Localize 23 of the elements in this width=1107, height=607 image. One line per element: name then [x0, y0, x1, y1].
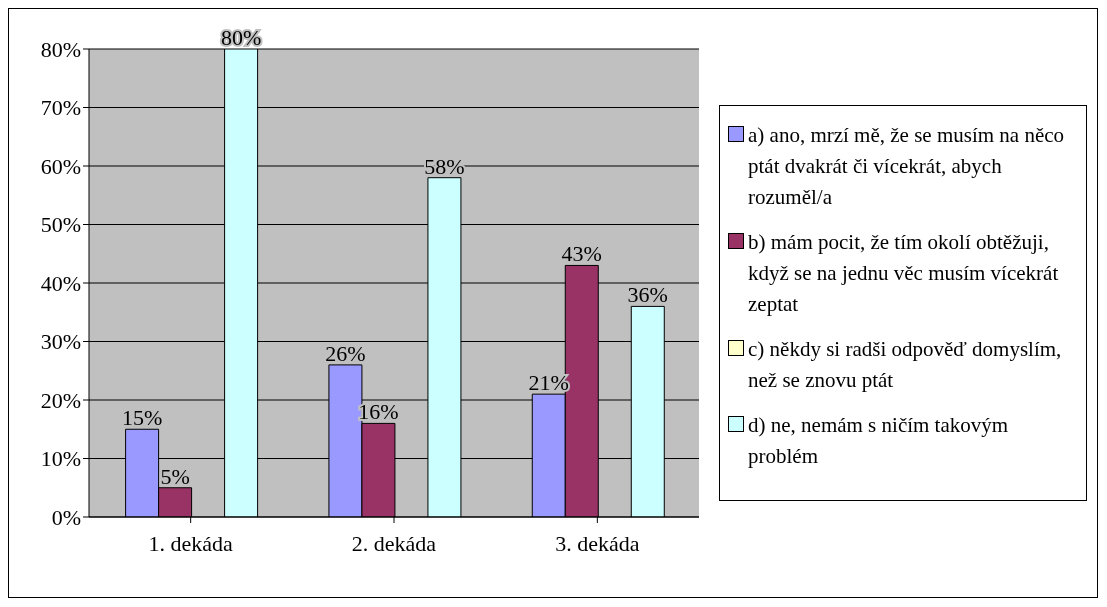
- x-tick-label: 3. dekáda: [555, 530, 640, 556]
- data-label: 80%: [220, 25, 262, 50]
- x-tick-label: 2. dekáda: [351, 530, 437, 556]
- data-label: 5%: [160, 463, 190, 489]
- data-label: 26%: [325, 340, 366, 366]
- data-label: 58%: [424, 153, 465, 179]
- y-tick-label: 30%: [40, 329, 81, 355]
- x-tick-label: 1. dekáda: [148, 530, 234, 556]
- y-tick-label: 40%: [40, 270, 81, 296]
- legend-label: c) někdy si radši odpověď domyslím, než se znovu ptát: [748, 336, 1063, 394]
- legend-label: b) mám pocit, že tím okolí obtěžuji, když se na jednu věc musím vícekrát zeptat: [748, 229, 1060, 318]
- y-tick-label: 10%: [40, 446, 81, 472]
- y-tick-label: 80%: [40, 36, 81, 62]
- y-tick-label: 50%: [40, 212, 81, 238]
- data-label: 36%: [627, 282, 668, 308]
- data-label: 15%: [121, 405, 163, 431]
- legend-label: d) ne, nemám s ničím takovým problém: [748, 412, 1010, 470]
- legend-label: a) ano, mrzí mě, že se musím na něco ptát dvakrát či vícekrát, abych rozuměl/a: [748, 122, 1066, 211]
- data-label: 43%: [561, 241, 602, 267]
- y-tick-label: 0%: [51, 504, 81, 530]
- y-tick-label: 20%: [40, 387, 81, 413]
- y-tick-label: 70%: [40, 95, 81, 121]
- y-tick-label: 60%: [40, 153, 81, 179]
